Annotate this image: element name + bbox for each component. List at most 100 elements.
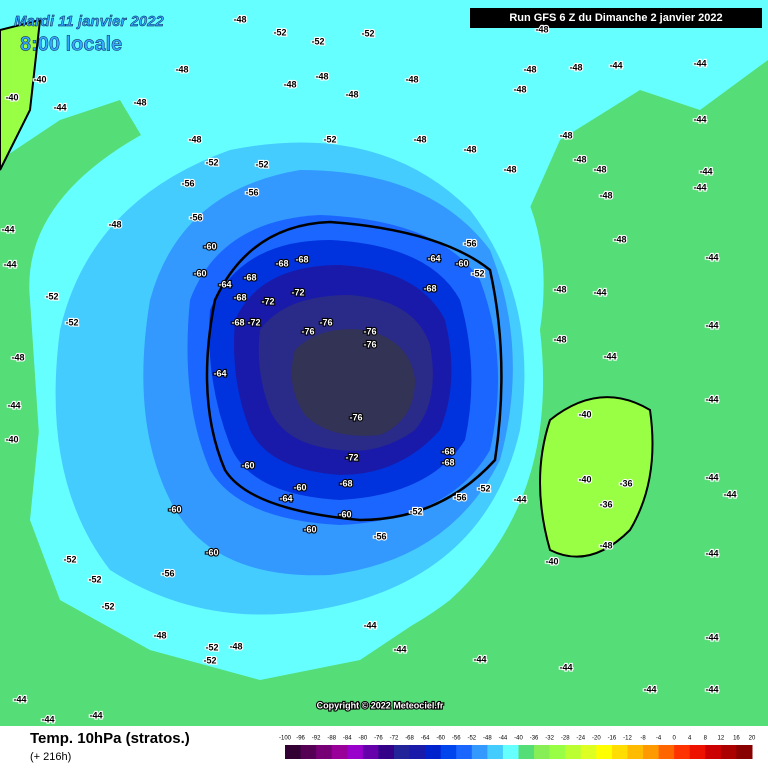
contour-label: -48 — [503, 164, 516, 174]
legend-tick-label: -28 — [561, 736, 570, 742]
legend-tick-label: 4 — [688, 736, 692, 742]
contour-label: -48 — [593, 164, 606, 174]
contour-label: -52 — [45, 291, 58, 301]
contour-label: -68 — [231, 317, 244, 327]
legend-swatch — [549, 745, 566, 759]
legend-tick-label: -68 — [405, 736, 414, 742]
contour-label: -72 — [291, 287, 304, 297]
contour-label: -44 — [89, 710, 102, 720]
contour-label: -52 — [311, 36, 324, 46]
contour-label: -56 — [463, 238, 476, 248]
footer-title: Temp. 10hPa (stratos.) — [30, 730, 190, 747]
legend-swatch — [580, 745, 597, 759]
contour-label: -72 — [345, 452, 358, 462]
legend-swatch — [300, 745, 317, 759]
legend-swatch — [425, 745, 442, 759]
legend-tick-label: -76 — [374, 736, 383, 742]
contour-label: -68 — [243, 272, 256, 282]
contour-label: -60 — [205, 547, 218, 557]
contour-label: -52 — [63, 554, 76, 564]
legend-swatch — [736, 745, 753, 759]
legend-swatch — [689, 745, 706, 759]
legend-tick-label: -20 — [592, 736, 601, 742]
contour-label: -40 — [5, 92, 18, 102]
contour-label: -72 — [247, 317, 260, 327]
contour-label: -56 — [161, 568, 174, 578]
legend-swatch — [534, 745, 551, 759]
contour-label: -40 — [545, 556, 558, 566]
legend-swatch — [627, 745, 644, 759]
contour-label: -52 — [471, 268, 484, 278]
contour-label: -44 — [705, 394, 718, 404]
contour-label: -48 — [133, 97, 146, 107]
contour-label: -48 — [175, 64, 188, 74]
contour-label: -68 — [233, 292, 246, 302]
contour-label: -44 — [559, 662, 572, 672]
legend-tick-label: -88 — [327, 736, 336, 742]
contour-label: -48 — [153, 630, 166, 640]
legend-tick-label: -72 — [390, 736, 399, 742]
contour-label: -48 — [553, 284, 566, 294]
contour-label: -48 — [11, 352, 24, 362]
contour-label: -60 — [455, 258, 468, 268]
legend-tick-label: -56 — [452, 736, 461, 742]
legend-tick-label: -92 — [312, 736, 321, 742]
legend-tick-label: -84 — [343, 736, 352, 742]
legend-tick-label: -80 — [358, 736, 367, 742]
contour-label: -52 — [65, 317, 78, 327]
legend-tick-label: -64 — [421, 736, 430, 742]
legend-tick-label: -40 — [514, 736, 523, 742]
contour-label: -48 — [553, 334, 566, 344]
contour-label: -68 — [295, 254, 308, 264]
legend-tick-label: -96 — [296, 736, 305, 742]
contour-label: -48 — [559, 130, 572, 140]
vortex-core — [291, 329, 415, 436]
footer-lead: (+ 216h) — [30, 751, 71, 763]
legend-tick-label: -60 — [436, 736, 445, 742]
legend-tick-label: -52 — [467, 736, 476, 742]
contour-label: -44 — [13, 694, 26, 704]
warm-region — [0, 18, 42, 171]
legend-tick-label: -32 — [545, 736, 554, 742]
contour-label: -36 — [599, 499, 612, 509]
contour-label: -44 — [3, 259, 16, 269]
legend-swatch — [285, 745, 302, 759]
legend-tick-label: -4 — [656, 736, 662, 742]
contour-label: -52 — [203, 655, 216, 665]
contour-label: -52 — [255, 159, 268, 169]
contour-label: -44 — [53, 102, 66, 112]
contour-label: -40 — [578, 409, 591, 419]
contour-label: -48 — [463, 144, 476, 154]
contour-label: -76 — [363, 339, 376, 349]
contour-label: -52 — [88, 574, 101, 584]
contour-label: -48 — [345, 89, 358, 99]
contour-label: -44 — [393, 644, 406, 654]
contour-label: -44 — [705, 548, 718, 558]
legend-tick-label: -36 — [530, 736, 539, 742]
contour-label: -44 — [513, 494, 526, 504]
legend-swatch — [674, 745, 691, 759]
contour-label: -60 — [241, 460, 254, 470]
legend-tick-label: 16 — [733, 736, 740, 742]
legend-swatch — [347, 745, 364, 759]
contour-label: -40 — [578, 474, 591, 484]
forecast-date: Mardi 11 janvier 2022 — [14, 13, 164, 30]
legend-swatch — [378, 745, 395, 759]
contour-label: -60 — [203, 241, 216, 251]
contour-label: -52 — [361, 28, 374, 38]
contour-label: -56 — [453, 492, 466, 502]
contour-label: -68 — [339, 478, 352, 488]
contour-label: -76 — [349, 412, 362, 422]
contour-label: -44 — [705, 632, 718, 642]
contour-label: -48 — [535, 24, 548, 34]
contour-label: -48 — [599, 190, 612, 200]
contour-label: -44 — [723, 489, 736, 499]
contour-label: -40 — [33, 74, 46, 84]
contour-label: -52 — [409, 506, 422, 516]
legend-tick-label: -100 — [279, 736, 292, 742]
contour-label: -64 — [427, 253, 440, 263]
run-info: Run GFS 6 Z du Dimanche 2 janvier 2022 — [509, 12, 722, 24]
legend-tick-label: -24 — [576, 736, 585, 742]
contour-label: -44 — [7, 400, 20, 410]
legend-tick-label: -44 — [499, 736, 508, 742]
